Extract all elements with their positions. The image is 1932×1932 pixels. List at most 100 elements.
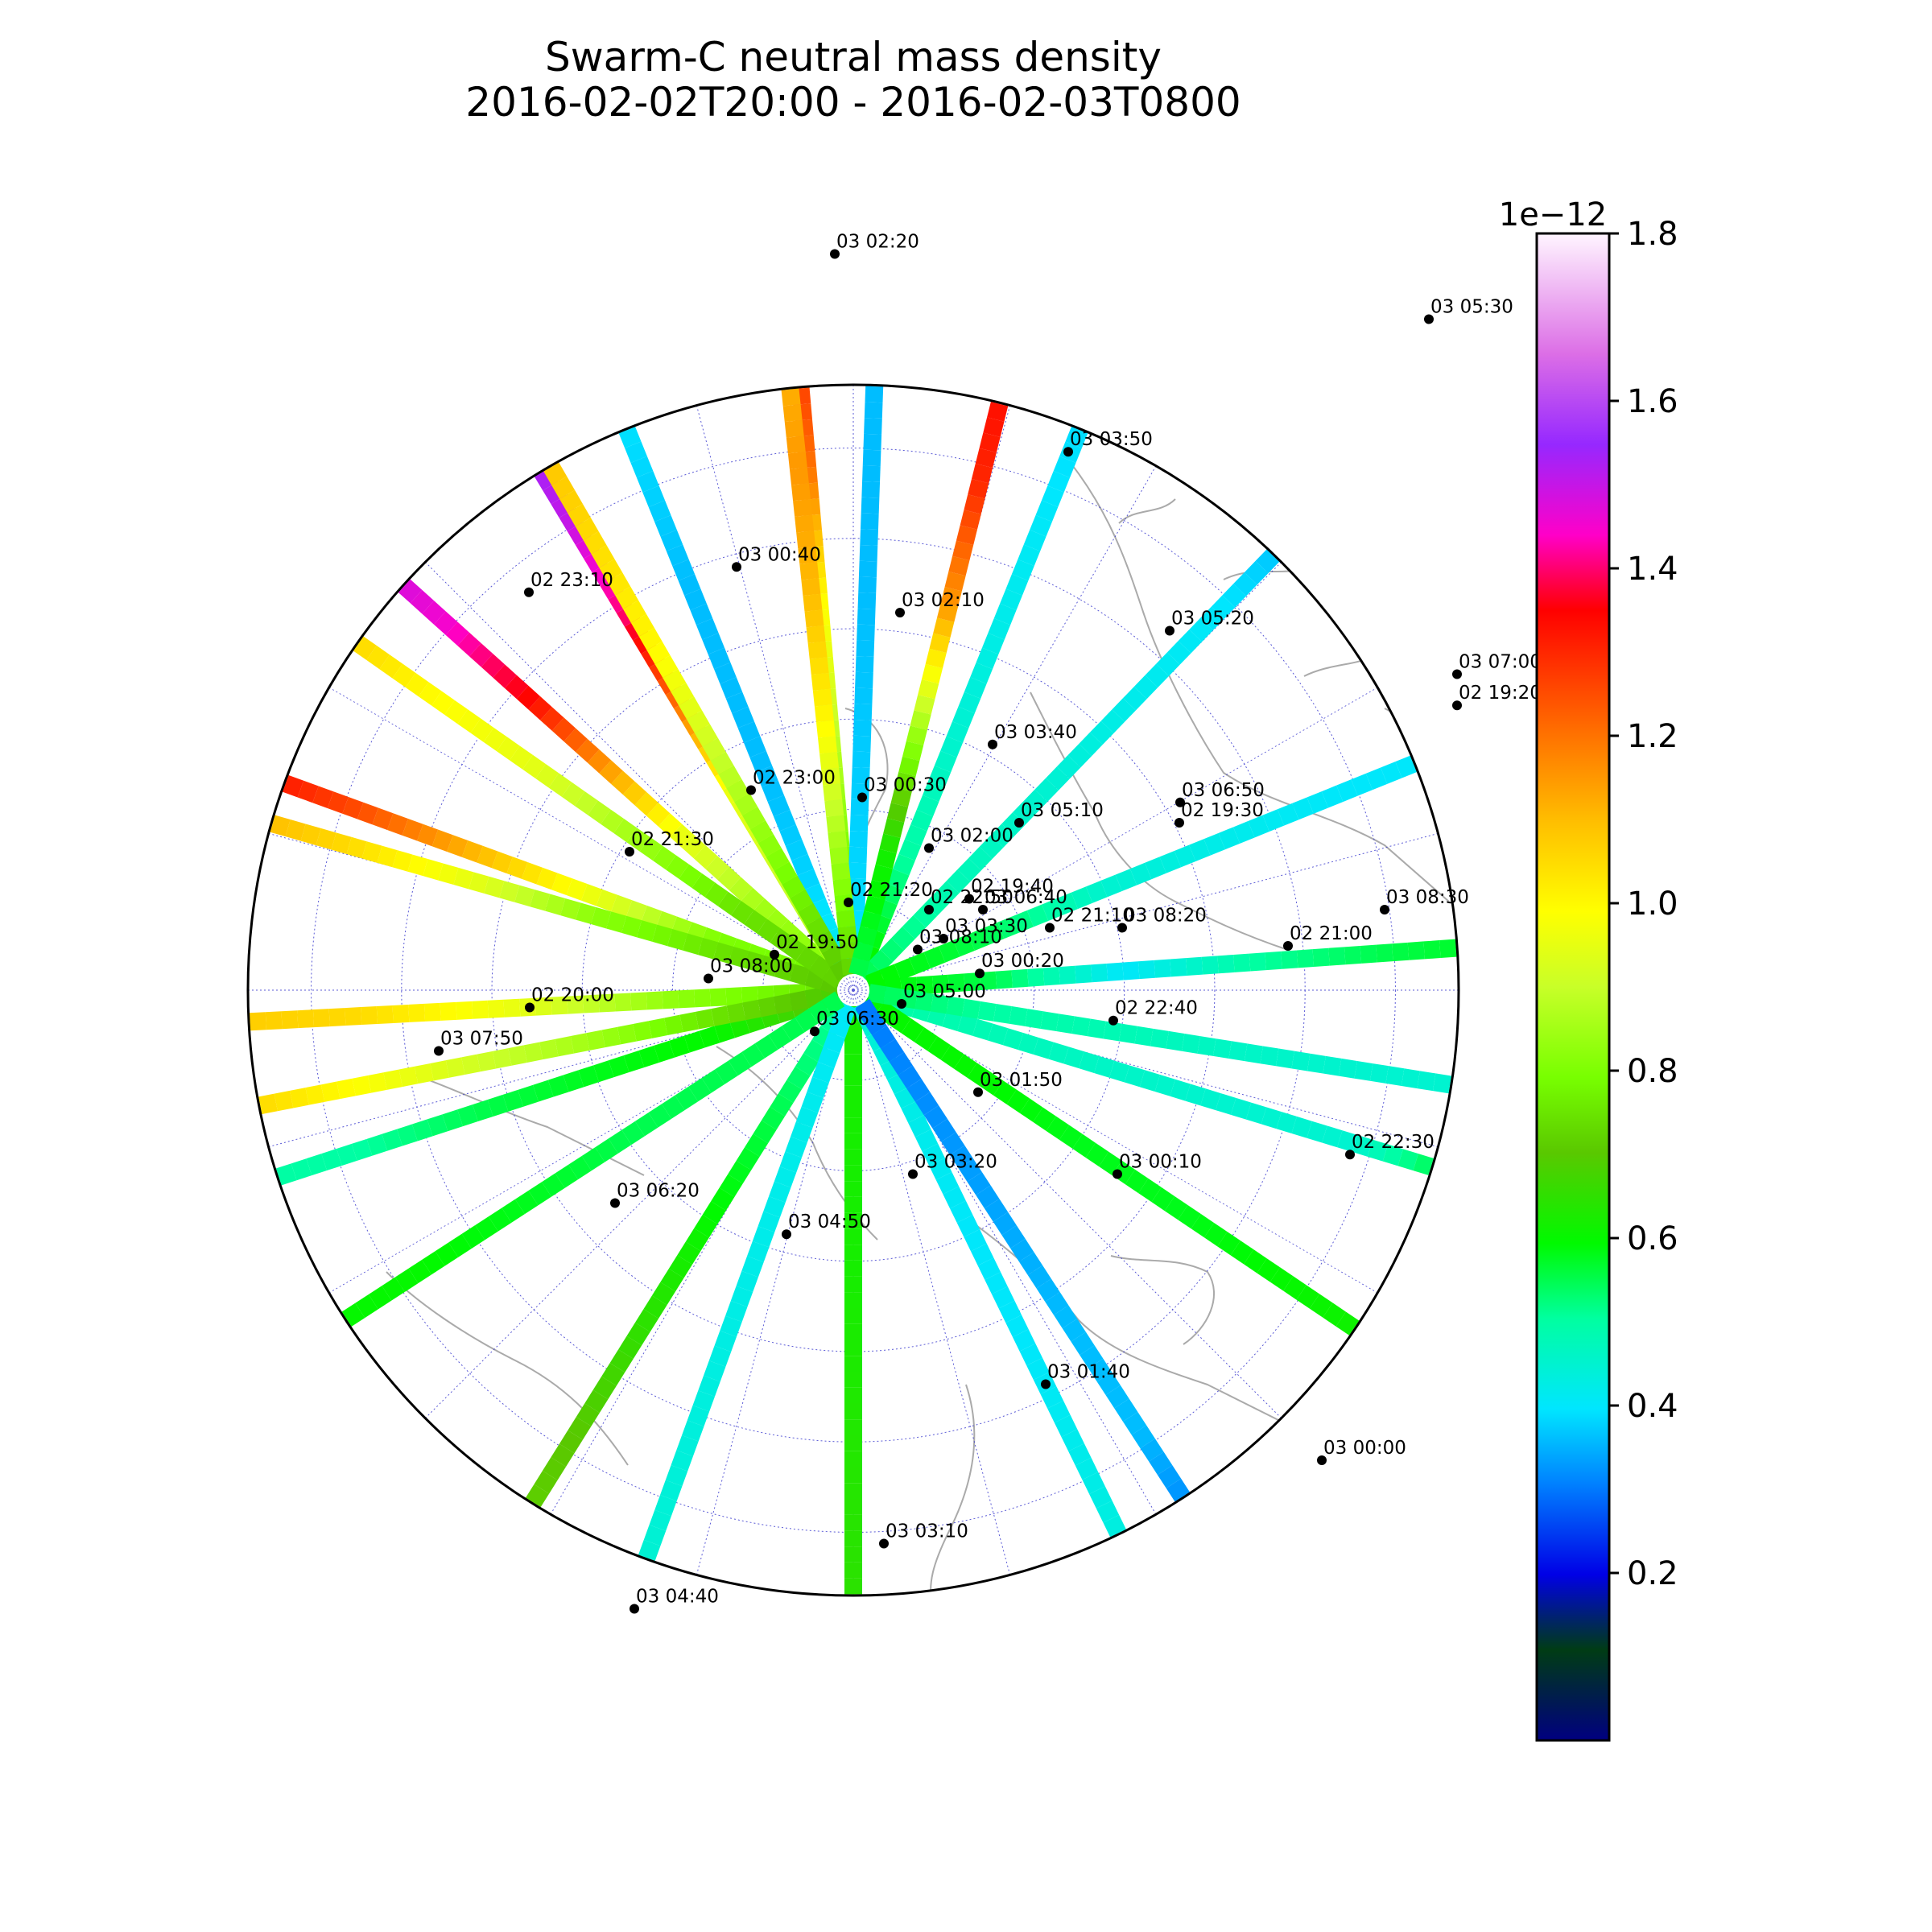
- track-segment: [850, 799, 869, 816]
- track-segment: [639, 836, 663, 861]
- track-segment: [894, 771, 916, 792]
- track-segment: [1012, 910, 1034, 933]
- track-segment: [1203, 1223, 1228, 1247]
- track-segment: [846, 910, 865, 927]
- track-segment: [949, 1145, 974, 1169]
- track-segment: [1040, 1011, 1059, 1032]
- time-label: 02 19:30: [1181, 800, 1264, 821]
- time-label: 03 00:30: [864, 775, 947, 796]
- track-segment: [786, 1066, 811, 1090]
- track-segment: [382, 1277, 405, 1301]
- track-segment: [695, 1009, 715, 1030]
- track-segment: [548, 773, 572, 797]
- track-segment: [1019, 1343, 1042, 1366]
- track-segment: [357, 802, 378, 825]
- track-segment: [1222, 584, 1247, 608]
- track-segment: [472, 1000, 489, 1019]
- track-segment: [345, 1007, 362, 1026]
- track-segment: [547, 1075, 569, 1097]
- track-segment: [934, 750, 957, 773]
- track-segment: [461, 1054, 481, 1075]
- colorbar-tick-label: 1.8: [1627, 216, 1678, 253]
- track-segment: [977, 1001, 997, 1022]
- track-segment: [767, 795, 791, 817]
- track-segment: [774, 861, 798, 885]
- track-segment: [606, 911, 627, 933]
- track-segment: [1124, 1065, 1146, 1088]
- track-segment: [828, 1017, 851, 1038]
- track-segment: [1197, 1036, 1216, 1056]
- track-segment: [853, 719, 872, 737]
- time-marker: [1424, 314, 1434, 324]
- colorbar-tick-label: 1.0: [1627, 886, 1678, 923]
- track-segment: [598, 993, 616, 1013]
- track-segment: [1296, 1285, 1320, 1309]
- track-segment: [741, 1043, 765, 1067]
- time-marker: [939, 934, 948, 943]
- track-segment: [535, 468, 559, 491]
- track-segment: [559, 508, 583, 532]
- track-segment: [1170, 958, 1187, 977]
- time-marker: [810, 1026, 819, 1037]
- time-marker: [704, 973, 713, 984]
- track-segment: [514, 1190, 539, 1215]
- track-segment: [899, 989, 918, 1009]
- track-segment: [720, 677, 743, 699]
- track-segment: [595, 1138, 618, 1162]
- track-segment: [946, 869, 971, 894]
- track-segment: [392, 663, 416, 687]
- track-segment: [377, 845, 398, 868]
- time-label: 03 01:50: [980, 1070, 1063, 1091]
- track-segment: [1323, 1302, 1346, 1327]
- track-segment: [1012, 1329, 1036, 1352]
- track-segment: [1115, 869, 1137, 891]
- track-segment: [1461, 1176, 1476, 1181]
- track-segment: [665, 1465, 688, 1487]
- track-segment: [1094, 1055, 1115, 1078]
- track-segment: [422, 1251, 445, 1275]
- track-segment: [1439, 939, 1457, 959]
- track-segment: [510, 427, 534, 450]
- track-segment: [473, 1100, 493, 1122]
- track-segment: [1026, 1357, 1050, 1381]
- track-segment: [818, 736, 837, 754]
- track-segment: [258, 1093, 278, 1114]
- colorbar-tick-label: 1.6: [1627, 383, 1678, 420]
- track-segment: [438, 863, 459, 886]
- track-segment: [566, 878, 588, 901]
- orbit-pass: [857, 514, 1313, 985]
- track-segment: [704, 882, 729, 906]
- track-segment: [908, 1115, 931, 1137]
- track-segment: [914, 1129, 939, 1152]
- track-segment: [1067, 743, 1092, 768]
- track-segment: [883, 986, 902, 1007]
- track-segment: [749, 820, 774, 844]
- track-segment: [688, 1078, 712, 1102]
- track-segment: [725, 987, 743, 1006]
- track-segment: [694, 989, 711, 1008]
- track-segment: [568, 1155, 592, 1180]
- track-segment: [682, 1420, 704, 1442]
- track-segment: [807, 1076, 829, 1098]
- track-segment: [708, 1345, 732, 1367]
- track-segment: [988, 618, 1011, 640]
- time-label: 02 22:30: [1352, 1132, 1435, 1153]
- time-marker: [830, 249, 840, 259]
- track-segment: [646, 991, 663, 1010]
- track-segment: [431, 829, 453, 852]
- track-segment: [1362, 1329, 1385, 1353]
- track-segment: [539, 1038, 559, 1060]
- track-segment: [1099, 1151, 1122, 1176]
- track-segment: [933, 617, 955, 638]
- track-segment: [422, 601, 446, 625]
- track-segment: [368, 1286, 392, 1310]
- track-segment: [1230, 1241, 1254, 1265]
- track-segment: [213, 1112, 229, 1115]
- track-segment: [615, 586, 639, 609]
- track-segment: [813, 930, 837, 953]
- track-segment: [576, 1403, 600, 1426]
- track-segment: [694, 1214, 718, 1238]
- track-segment: [1040, 1386, 1063, 1409]
- track-segment: [1216, 1093, 1236, 1115]
- track-segment: [1217, 1232, 1241, 1256]
